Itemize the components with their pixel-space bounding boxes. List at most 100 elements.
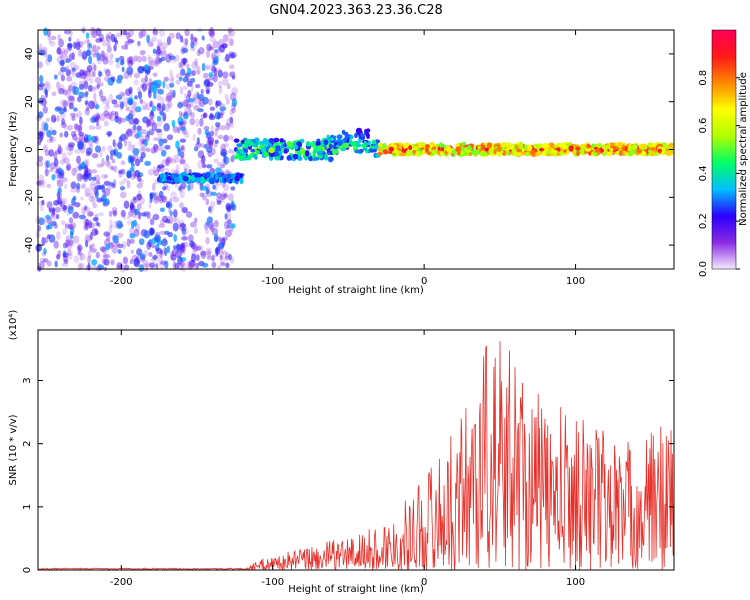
spectrogram-cell [121, 92, 126, 97]
spectrogram-cell [192, 39, 198, 47]
spectrogram-cell [132, 102, 137, 109]
spectrogram-cell [71, 52, 75, 61]
spectrogram-cell [47, 28, 51, 38]
spectrogram-cell [133, 258, 141, 268]
spectrogram-cell [58, 84, 65, 93]
spectrogram-cell [88, 43, 93, 49]
spectrogram-cell [174, 217, 180, 224]
spectrogram-cell [38, 180, 43, 188]
spectrogram-cell [530, 150, 536, 155]
spectrogram-cell [78, 165, 84, 171]
spectrogram-cell [53, 158, 59, 167]
spectrogram-cell [43, 122, 49, 132]
spectrogram-cell [154, 234, 161, 242]
spectrogram-cell [606, 144, 610, 150]
spectrogram-cell [294, 144, 299, 150]
spectrogram-cell [113, 220, 119, 230]
spectrogram-cell [189, 117, 196, 126]
spectrogram-cell [141, 100, 148, 110]
spectrogram-cell [45, 53, 52, 62]
spectrogram-cell [160, 96, 165, 105]
spectrogram-cell [192, 133, 196, 142]
spectrogram-cell [636, 148, 642, 154]
spectrogram-cell [179, 249, 186, 256]
spectrogram-cell [46, 183, 52, 189]
spectrogram-cell [92, 71, 96, 78]
spectrogram-cell [63, 205, 67, 213]
spectrogram-cell [91, 169, 98, 174]
spectrogram-cell [129, 155, 136, 163]
spectrogram-cell [106, 42, 111, 47]
spectrogram-cell [245, 139, 251, 144]
spectrogram-cell [95, 221, 100, 226]
spectrogram-cell [525, 151, 530, 157]
spectrogram-y-tick-label: -40 [24, 237, 35, 253]
spectrogram-cell [87, 255, 92, 264]
spectrogram-cell [195, 83, 201, 89]
spectrogram-cell [68, 144, 74, 152]
spectrogram-cell [162, 137, 167, 145]
spectrogram-cell [111, 158, 116, 164]
spectrogram-cell [484, 147, 489, 152]
spectrogram-cell [279, 138, 284, 143]
spectrogram-cell [363, 140, 367, 145]
spectrogram-cell [127, 39, 135, 44]
spectrogram-cell [187, 109, 193, 116]
spectrogram-cell [209, 36, 216, 43]
spectrogram-cell [53, 223, 58, 229]
spectrogram-cell [67, 150, 73, 156]
spectrogram-cell [119, 91, 124, 96]
spectrogram-cell [66, 209, 71, 217]
spectrogram-cell [194, 58, 198, 67]
spectrogram-cell [180, 46, 186, 55]
spectrogram-cell [180, 244, 186, 253]
spectrogram-cell [78, 135, 85, 141]
spectrogram-cell [68, 240, 75, 248]
spectrogram-cell [521, 151, 527, 156]
spectrogram-cell [541, 150, 547, 156]
spectrogram-cell [82, 40, 87, 45]
spectrogram-cell [63, 49, 69, 56]
spectrogram-cell [94, 112, 100, 122]
spectrogram-cell [184, 101, 190, 107]
spectrogram-cell [146, 211, 151, 220]
spectrogram-cell [91, 228, 99, 236]
spectrogram-cell [220, 262, 226, 267]
spectrogram-cell [206, 164, 213, 169]
spectrogram-cell [44, 83, 51, 92]
spectrogram-cell [189, 112, 195, 118]
spectrogram-cell [144, 160, 152, 166]
spectrogram-cell [134, 107, 140, 114]
spectrogram-cell [105, 102, 110, 107]
spectrogram-cell [597, 143, 602, 148]
spectrogram-cell [343, 144, 349, 149]
spectrogram-cell [225, 55, 229, 61]
spectrogram-cell [128, 210, 134, 217]
spectrogram-cell [201, 155, 206, 164]
spectrogram-cell [96, 52, 101, 61]
spectrogram-cell [127, 105, 134, 113]
spectrogram-cell [185, 37, 189, 46]
spectrogram-cell [108, 210, 113, 217]
spectrogram-cell [201, 262, 209, 268]
spectrogram-cell [154, 57, 162, 65]
spectrogram-cell [354, 132, 358, 138]
spectrogram-cell [208, 114, 216, 121]
spectrogram-cell [236, 152, 240, 159]
spectrogram-cell [182, 122, 186, 129]
spectrogram-cell [184, 131, 190, 139]
spectrogram-cell [175, 32, 181, 40]
spectrogram-cell [92, 44, 97, 49]
spectrogram-cell [263, 151, 269, 158]
spectrogram-cell [90, 180, 97, 186]
spectrogram-cell [164, 247, 168, 257]
spectrogram-cell [205, 237, 210, 245]
spectrogram-cell [169, 89, 174, 94]
spectrogram-cell [41, 199, 45, 206]
spectrogram-cell [171, 74, 175, 83]
spectrogram-cell [166, 92, 173, 102]
spectrogram-cell [234, 176, 240, 182]
spectrogram-cell [96, 121, 100, 126]
spectrogram-cell [156, 102, 162, 109]
spectrogram-cell [77, 246, 81, 255]
